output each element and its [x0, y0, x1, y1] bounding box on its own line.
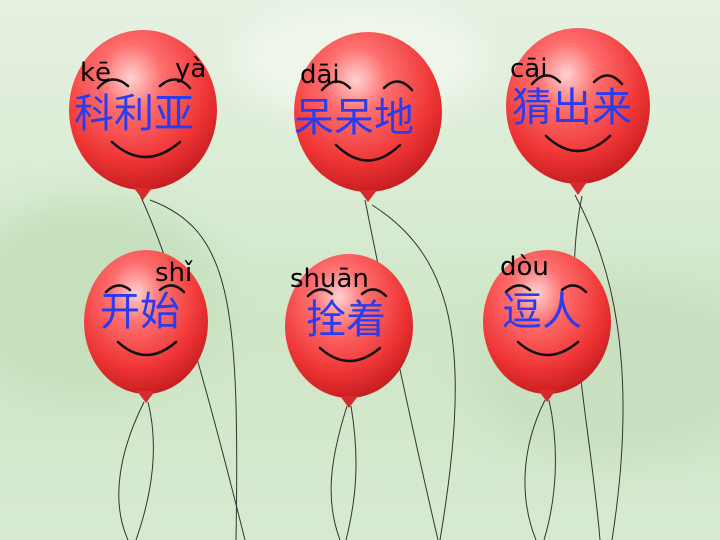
word-keliya: 科利亚	[74, 91, 194, 137]
pinyin-shuan: shuān	[290, 264, 369, 294]
string	[574, 194, 624, 540]
pinyin-dou: dòu	[500, 252, 549, 282]
eye-icon	[382, 80, 414, 92]
eye-icon	[592, 74, 624, 86]
eye-icon	[96, 78, 130, 90]
word-shuanzhe: 拴着	[306, 297, 386, 343]
smiley-faces	[96, 74, 624, 363]
mouth-icon	[516, 340, 580, 357]
word-douren: 逗人	[502, 289, 582, 335]
mouth-icon	[334, 143, 402, 162]
eye-icon	[158, 78, 192, 90]
pinyin-ke: kē	[80, 58, 112, 88]
string	[543, 399, 556, 540]
word-kaishi: 开始	[100, 289, 180, 335]
eye-icon	[306, 288, 334, 298]
pinyin-shi: shǐ	[155, 258, 193, 288]
word-caichulai: 猜出来	[512, 85, 632, 131]
string	[330, 405, 348, 540]
string	[345, 405, 357, 540]
mouth-icon	[318, 346, 382, 363]
mouth-icon	[110, 140, 182, 159]
eye-icon	[530, 74, 562, 86]
eye-icon	[560, 284, 588, 294]
string	[149, 199, 238, 540]
eye-icon	[104, 284, 132, 294]
string	[118, 401, 145, 540]
string	[371, 204, 456, 540]
eye-icon	[158, 284, 186, 294]
eye-icon	[504, 284, 532, 294]
pinyin-dai: dāi	[300, 60, 340, 90]
eye-icon	[360, 288, 388, 298]
balloon-caichulai	[506, 28, 650, 195]
pinyin-ya: yà	[175, 54, 207, 84]
string	[135, 401, 154, 540]
balloon-daidai	[294, 32, 442, 202]
mouth-icon	[544, 134, 612, 153]
word-daidai: 呆呆地	[294, 95, 414, 141]
eye-icon	[320, 80, 352, 92]
balloon-strings	[118, 194, 624, 540]
pinyin-cai: cāi	[510, 54, 548, 84]
string	[524, 399, 546, 540]
balloon-keliya	[69, 30, 217, 200]
mouth-icon	[116, 340, 178, 357]
